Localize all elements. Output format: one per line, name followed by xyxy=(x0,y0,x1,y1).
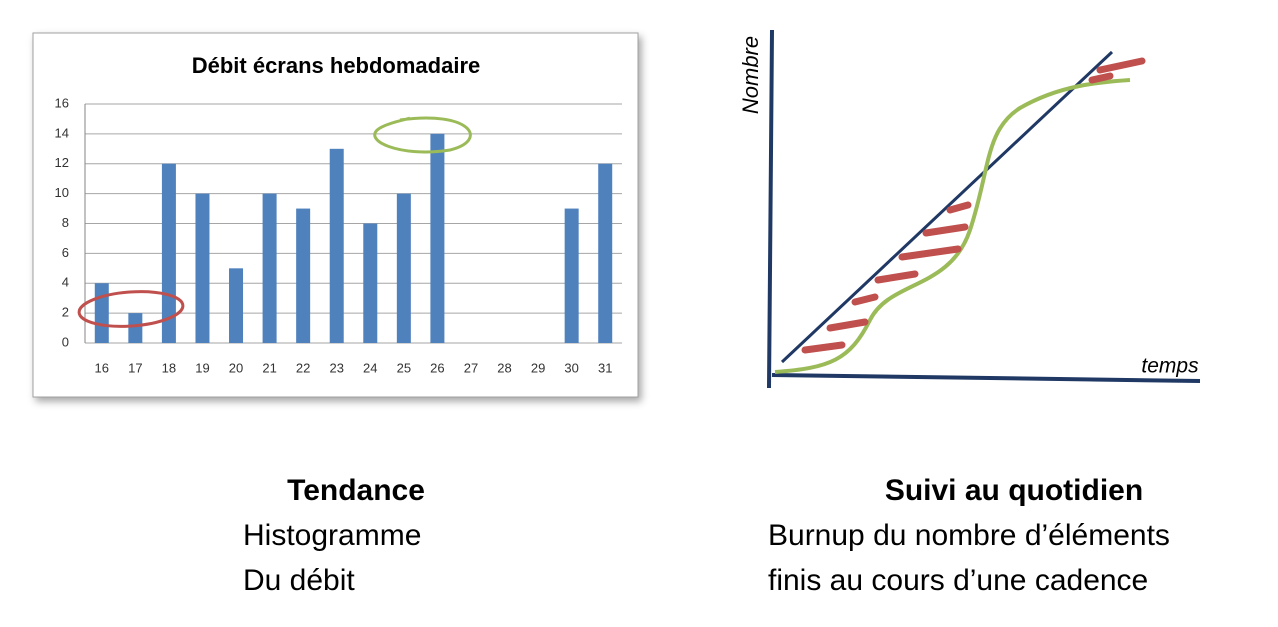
caption-line: Du débit xyxy=(243,564,355,597)
x-tick-label: 18 xyxy=(162,360,176,375)
caption-line: finis au cours d’une cadence xyxy=(768,564,1148,597)
y-tick-label: 0 xyxy=(62,334,69,349)
x-tick-label: 19 xyxy=(195,360,209,375)
bar xyxy=(195,193,210,343)
bar xyxy=(430,133,445,343)
y-tick-label: 12 xyxy=(55,155,69,170)
bar xyxy=(598,163,613,343)
y-tick-label: 4 xyxy=(62,275,69,290)
x-tick-label: 20 xyxy=(229,360,243,375)
bar xyxy=(363,223,378,343)
actual-curve xyxy=(774,78,1131,374)
x-tick-label: 21 xyxy=(262,360,276,375)
x-tick-label: 23 xyxy=(329,360,343,375)
x-tick-label: 30 xyxy=(564,360,578,375)
y-tick-label: 8 xyxy=(62,215,69,230)
daily-marks xyxy=(801,57,1146,354)
burnup-diagram: Nombre temps xyxy=(738,29,1201,389)
caption-title: Suivi au quotidien xyxy=(885,474,1143,507)
y-tick-label: 2 xyxy=(62,305,69,320)
y-tick-label: 16 xyxy=(55,95,69,110)
bar xyxy=(296,208,311,343)
x-tick-label: 17 xyxy=(128,360,142,375)
x-tick-label: 24 xyxy=(363,360,377,375)
caption-line: Histogramme xyxy=(243,519,421,552)
annotation-circle xyxy=(77,290,185,328)
bar xyxy=(229,268,244,343)
x-tick-label: 31 xyxy=(598,360,612,375)
x-axis xyxy=(771,373,1201,383)
annotation-circle xyxy=(373,116,472,154)
chart-title: Débit écrans hebdomadaire xyxy=(192,53,481,78)
x-tick-label: 27 xyxy=(464,360,478,375)
y-axis-label: Nombre xyxy=(738,36,763,114)
bar xyxy=(161,163,176,343)
x-tick-label: 26 xyxy=(430,360,444,375)
bar xyxy=(94,283,109,343)
bar xyxy=(329,148,344,343)
y-tick-label: 10 xyxy=(55,185,69,200)
caption-line: Burnup du nombre d’éléments xyxy=(768,519,1170,552)
x-tick-label: 29 xyxy=(531,360,545,375)
bar xyxy=(262,193,277,343)
x-tick-label: 28 xyxy=(497,360,511,375)
bar xyxy=(396,193,411,343)
x-tick-label: 25 xyxy=(397,360,411,375)
caption-title: Tendance xyxy=(287,474,425,507)
y-tick-label: 14 xyxy=(55,125,69,140)
ideal-line xyxy=(780,50,1114,364)
bar xyxy=(128,313,143,343)
bar xyxy=(564,208,579,343)
x-tick-label: 22 xyxy=(296,360,310,375)
x-axis-label: temps xyxy=(1141,355,1199,378)
y-tick-label: 6 xyxy=(62,245,69,260)
y-axis xyxy=(767,29,774,389)
x-tick-label: 16 xyxy=(95,360,109,375)
